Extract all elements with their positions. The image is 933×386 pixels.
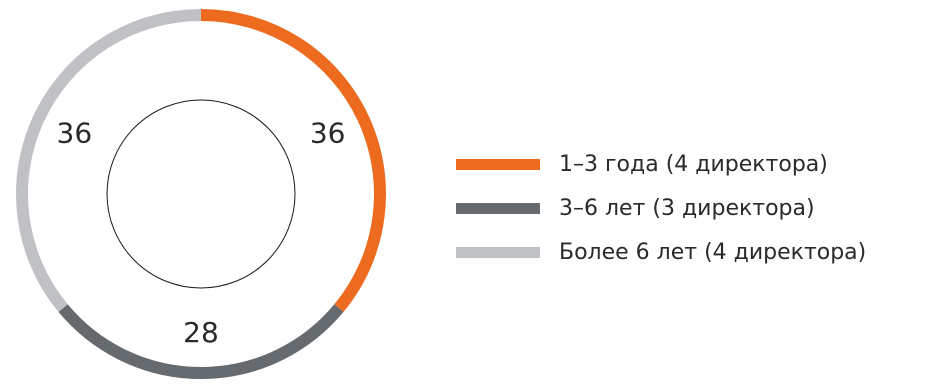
- donut-inner-circle: [106, 99, 296, 289]
- legend-label-1-3-years: 1–3 года (4 директора): [559, 151, 828, 177]
- legend-label-over-6-years: Более 6 лет (4 директора): [559, 239, 867, 265]
- legend-label-3-6-years: 3–6 лет (3 директора): [559, 195, 815, 221]
- legend-swatch-over-6-years: [456, 246, 540, 258]
- slice-value-label-over-6-years: 36: [57, 116, 93, 149]
- slice-value-label-3-6-years: 28: [183, 316, 219, 349]
- chart-legend: 1–3 года (4 директора) 3–6 лет (3 директ…: [456, 142, 866, 274]
- donut-slice-over-6-years: [16, 9, 202, 312]
- legend-item-over-6-years: Более 6 лет (4 директора): [456, 230, 866, 274]
- legend-swatch-1-3-years: [456, 158, 540, 170]
- donut-slice-1-3-years: [200, 9, 386, 312]
- legend-item-3-6-years: 3–6 лет (3 директора): [456, 186, 866, 230]
- slice-value-label-1-3-years: 36: [310, 116, 346, 149]
- legend-swatch-3-6-years: [456, 202, 540, 214]
- donut-slice-3-6-years: [58, 304, 344, 379]
- legend-item-1-3-years: 1–3 года (4 директора): [456, 142, 866, 186]
